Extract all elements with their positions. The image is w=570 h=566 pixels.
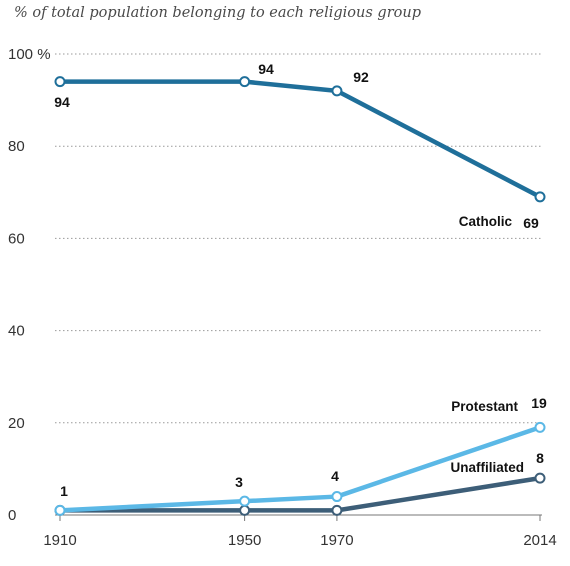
series-line-catholic	[57, 79, 543, 200]
data-point-protestant	[331, 491, 343, 503]
series-line-protestant	[57, 425, 543, 513]
data-label-catholic: 94	[258, 61, 274, 77]
data-point-catholic	[54, 76, 66, 88]
x-tick-label: 1970	[320, 532, 353, 549]
x-tick-label: 2014	[523, 532, 556, 549]
data-label-unaffiliated: 8	[536, 450, 544, 466]
y-tick-label: 60	[8, 230, 25, 247]
data-label-protestant: 19	[531, 395, 547, 411]
y-tick-label: 20	[8, 415, 25, 432]
data-label-protestant: 1	[60, 483, 68, 499]
data-label-protestant: 3	[235, 474, 243, 490]
data-point-catholic	[239, 76, 251, 88]
series-name-catholic: Catholic	[459, 214, 513, 229]
y-tick-label: 80	[8, 138, 25, 155]
x-tick-label: 1910	[43, 532, 76, 549]
data-label-catholic: 69	[523, 215, 539, 231]
data-label-catholic: 92	[353, 69, 369, 85]
y-tick-label: 100 %	[8, 46, 51, 63]
data-point-protestant	[239, 495, 251, 507]
data-point-unaffiliated	[331, 504, 343, 516]
data-point-unaffiliated	[534, 472, 546, 484]
data-point-unaffiliated	[239, 504, 251, 516]
data-label-catholic: 94	[54, 94, 70, 110]
series-line-unaffiliated	[57, 475, 543, 513]
data-point-catholic	[534, 191, 546, 203]
y-tick-label: 0	[8, 507, 16, 524]
data-label-protestant: 4	[331, 468, 339, 484]
data-point-protestant	[534, 421, 546, 433]
data-point-catholic	[331, 85, 343, 97]
chart-subtitle: % of total population belonging to each …	[14, 5, 421, 21]
series-name-unaffiliated: Unaffiliated	[450, 460, 524, 475]
y-tick-label: 40	[8, 323, 25, 340]
series-name-protestant: Protestant	[451, 399, 518, 414]
data-point-protestant	[54, 504, 66, 516]
x-tick-label: 1950	[228, 532, 261, 549]
